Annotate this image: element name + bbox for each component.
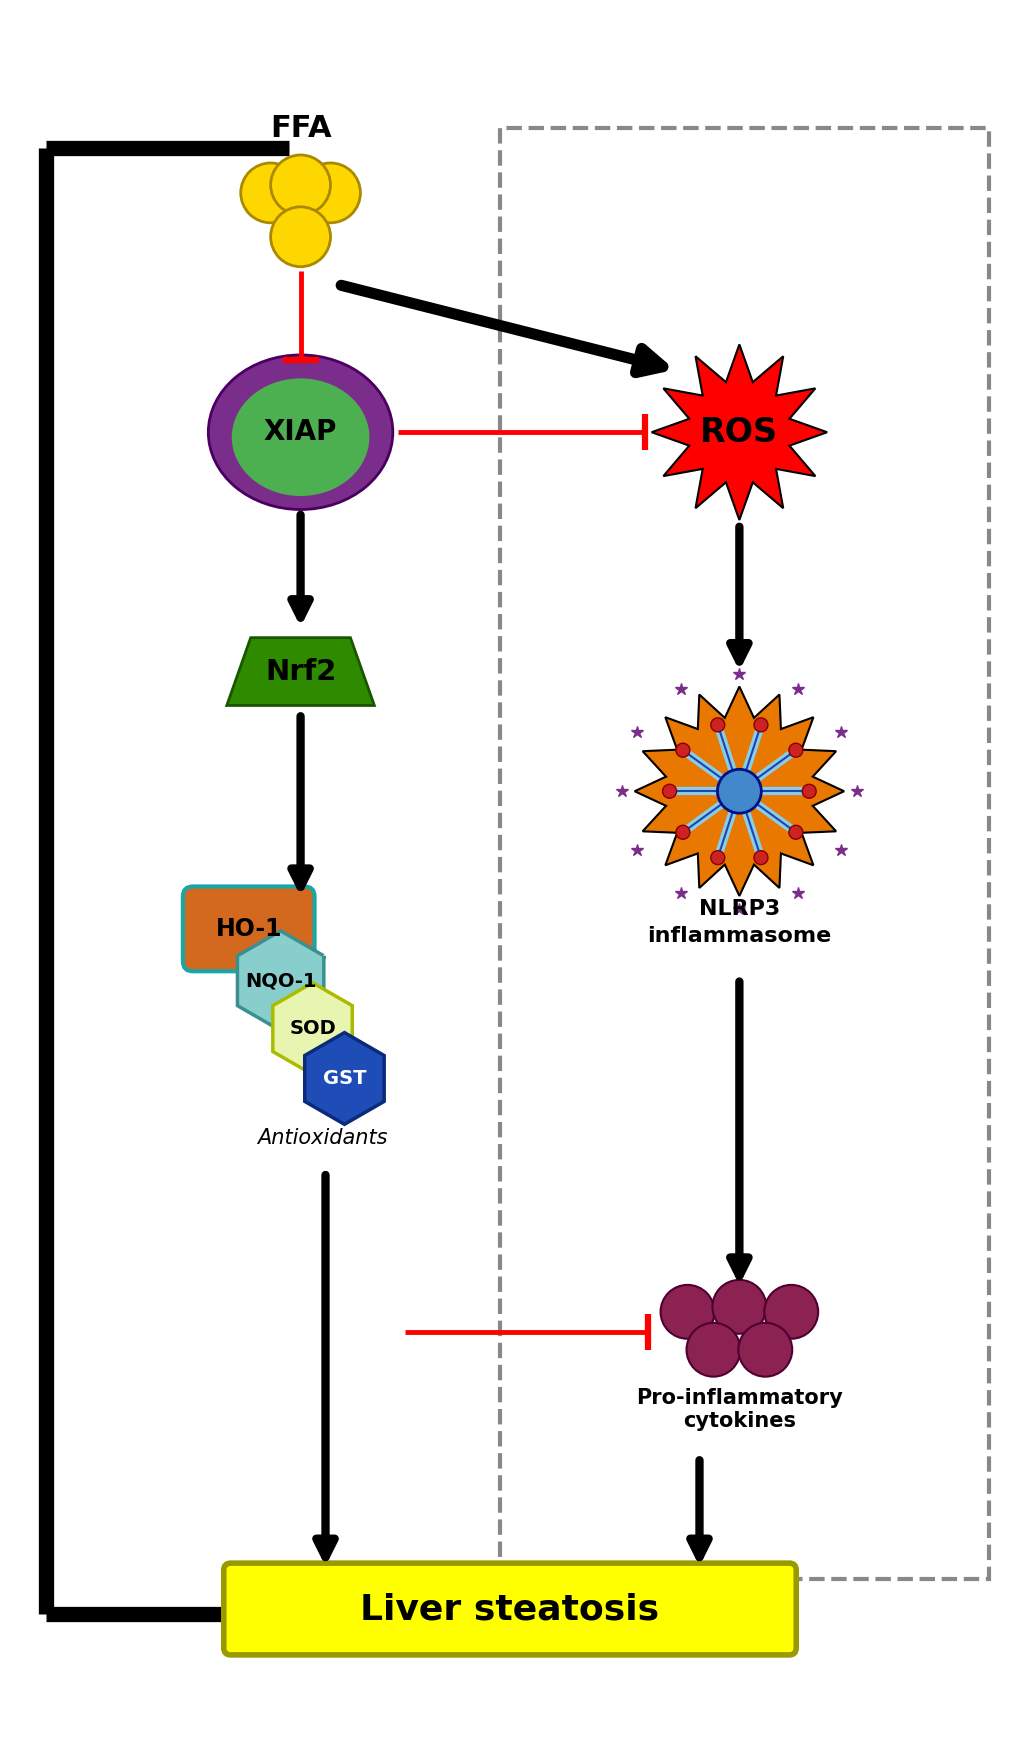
Circle shape [710, 718, 725, 733]
Circle shape [270, 206, 330, 266]
Text: Antioxidants: Antioxidants [257, 1129, 387, 1148]
Circle shape [710, 851, 725, 865]
Circle shape [716, 770, 760, 814]
Text: Nrf2: Nrf2 [265, 657, 336, 685]
Polygon shape [305, 1032, 384, 1124]
Text: NLRP3: NLRP3 [698, 898, 780, 919]
Text: ROS: ROS [700, 416, 777, 449]
Circle shape [711, 1280, 765, 1333]
Circle shape [738, 1323, 792, 1377]
Circle shape [270, 155, 330, 215]
Polygon shape [226, 637, 374, 706]
Circle shape [763, 1286, 817, 1338]
Circle shape [753, 718, 767, 733]
Text: SOD: SOD [288, 1020, 335, 1037]
Polygon shape [634, 687, 844, 896]
Text: GST: GST [322, 1069, 366, 1088]
FancyBboxPatch shape [182, 886, 314, 972]
Text: HO-1: HO-1 [215, 917, 281, 940]
Polygon shape [651, 345, 826, 519]
Bar [499, 129, 987, 1580]
Circle shape [662, 784, 676, 798]
Circle shape [240, 164, 301, 224]
Polygon shape [272, 983, 352, 1074]
Circle shape [301, 164, 360, 224]
Circle shape [676, 743, 689, 757]
Text: Liver steatosis: Liver steatosis [360, 1592, 659, 1625]
Circle shape [801, 784, 815, 798]
Circle shape [676, 826, 689, 840]
Circle shape [788, 743, 802, 757]
Polygon shape [237, 932, 323, 1030]
Circle shape [686, 1323, 740, 1377]
Text: inflammasome: inflammasome [647, 926, 830, 946]
Ellipse shape [208, 356, 392, 509]
Text: FFA: FFA [269, 113, 331, 143]
Ellipse shape [231, 379, 369, 497]
FancyBboxPatch shape [223, 1564, 796, 1655]
Circle shape [660, 1286, 713, 1338]
Text: Pro-inflammatory
cytokines: Pro-inflammatory cytokines [636, 1388, 842, 1432]
Circle shape [753, 851, 767, 865]
Text: NQO-1: NQO-1 [245, 972, 316, 990]
Circle shape [788, 826, 802, 840]
Text: XIAP: XIAP [264, 417, 337, 446]
